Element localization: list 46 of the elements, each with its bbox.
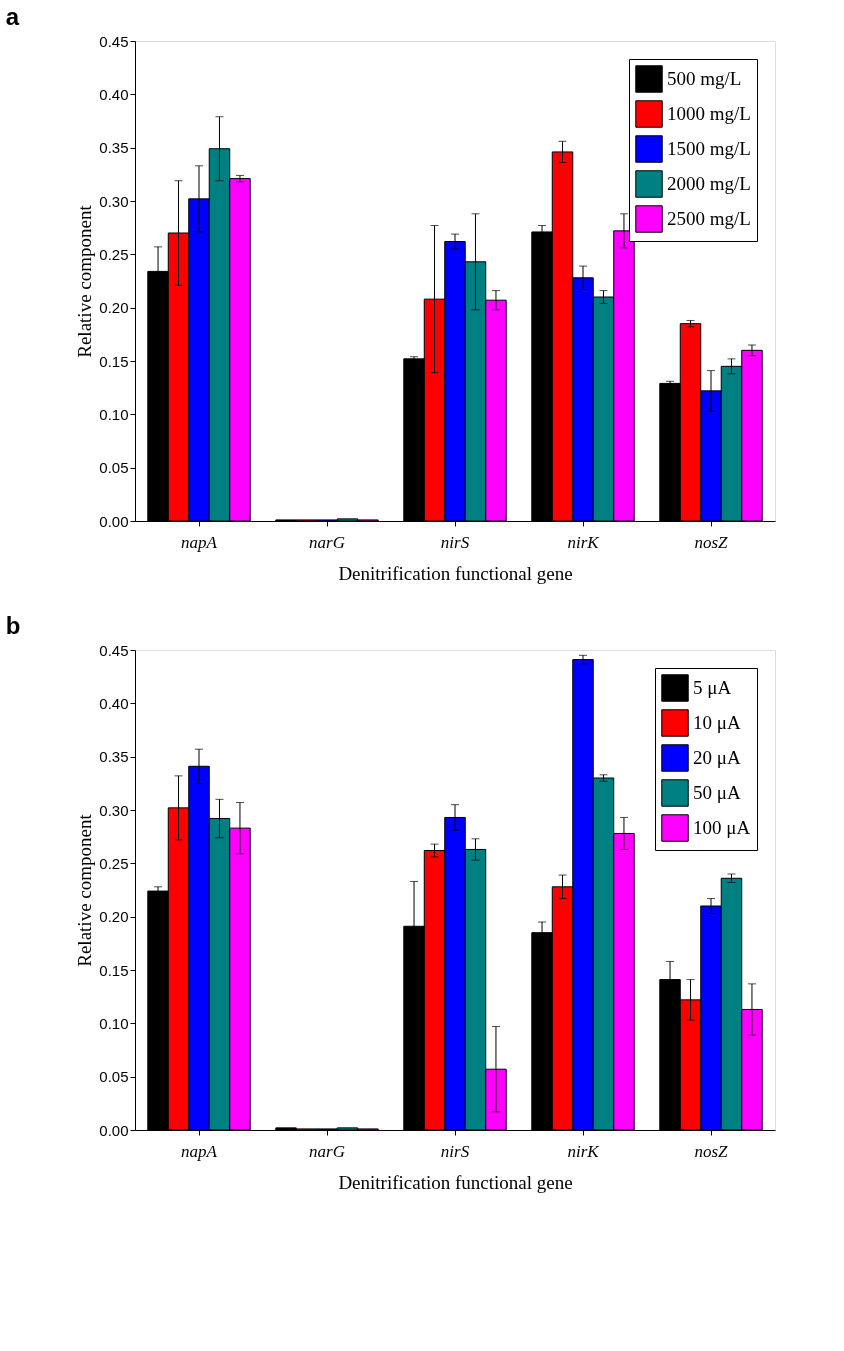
y-tick-label: 0.35 <box>99 139 129 157</box>
y-tick-label: 0.25 <box>99 245 129 263</box>
x-tick-label: nirS <box>440 532 470 552</box>
legend-label: 20 μA <box>693 747 741 768</box>
y-tick-label: 0.40 <box>99 85 129 103</box>
y-tick-label: 0.20 <box>99 908 129 926</box>
y-tick-label: 0.10 <box>99 405 129 423</box>
y-tick-label: 0.30 <box>99 192 129 210</box>
legend-label: 5 μA <box>693 677 732 698</box>
y-axis-title: Relative component <box>74 813 96 967</box>
x-axis-title: Denitrification functional gene <box>338 1171 573 1193</box>
chart-title: a <box>5 3 20 30</box>
y-tick-label: 0.15 <box>99 961 129 979</box>
y-tick-label: 0.25 <box>99 854 129 872</box>
y-tick-label: 0.05 <box>99 459 129 477</box>
y-axis-title: Relative component <box>74 204 96 358</box>
y-tick-label: 0.10 <box>99 1014 129 1032</box>
legend-label: 1500 mg/L <box>667 138 751 159</box>
x-axis-title: Denitrification functional gene <box>338 562 573 584</box>
x-tick-label: napA <box>181 532 218 552</box>
x-tick-label: narG <box>309 532 345 552</box>
y-tick-label: 0.45 <box>99 641 129 659</box>
x-tick-label: nirK <box>567 1141 601 1161</box>
legend-label: 2500 mg/L <box>667 208 751 229</box>
y-tick-label: 0.35 <box>99 748 129 766</box>
y-tick-label: 0.45 <box>99 32 129 50</box>
legend-label: 2000 mg/L <box>667 173 751 194</box>
x-tick-label: nirK <box>567 532 601 552</box>
legend-label: 1000 mg/L <box>667 103 751 124</box>
y-tick-label: 0.30 <box>99 801 129 819</box>
x-tick-label: nosZ <box>694 532 729 552</box>
y-tick-label: 0.05 <box>99 1068 129 1086</box>
x-tick-label: nosZ <box>694 1141 729 1161</box>
legend-label: 50 μA <box>693 782 741 803</box>
y-tick-label: 0.40 <box>99 694 129 712</box>
chart-title: b <box>5 612 21 639</box>
y-tick-label: 0.20 <box>99 299 129 317</box>
x-tick-label: narG <box>309 1141 345 1161</box>
x-tick-label: napA <box>181 1141 218 1161</box>
y-tick-label: 0.15 <box>99 352 129 370</box>
y-tick-label: 0.00 <box>99 512 129 530</box>
legend-label: 500 mg/L <box>667 68 742 89</box>
y-tick-label: 0.00 <box>99 1121 129 1139</box>
x-tick-label: nirS <box>440 1141 470 1161</box>
legend-label: 10 μA <box>693 712 741 733</box>
legend-label: 100 μA <box>693 817 751 838</box>
